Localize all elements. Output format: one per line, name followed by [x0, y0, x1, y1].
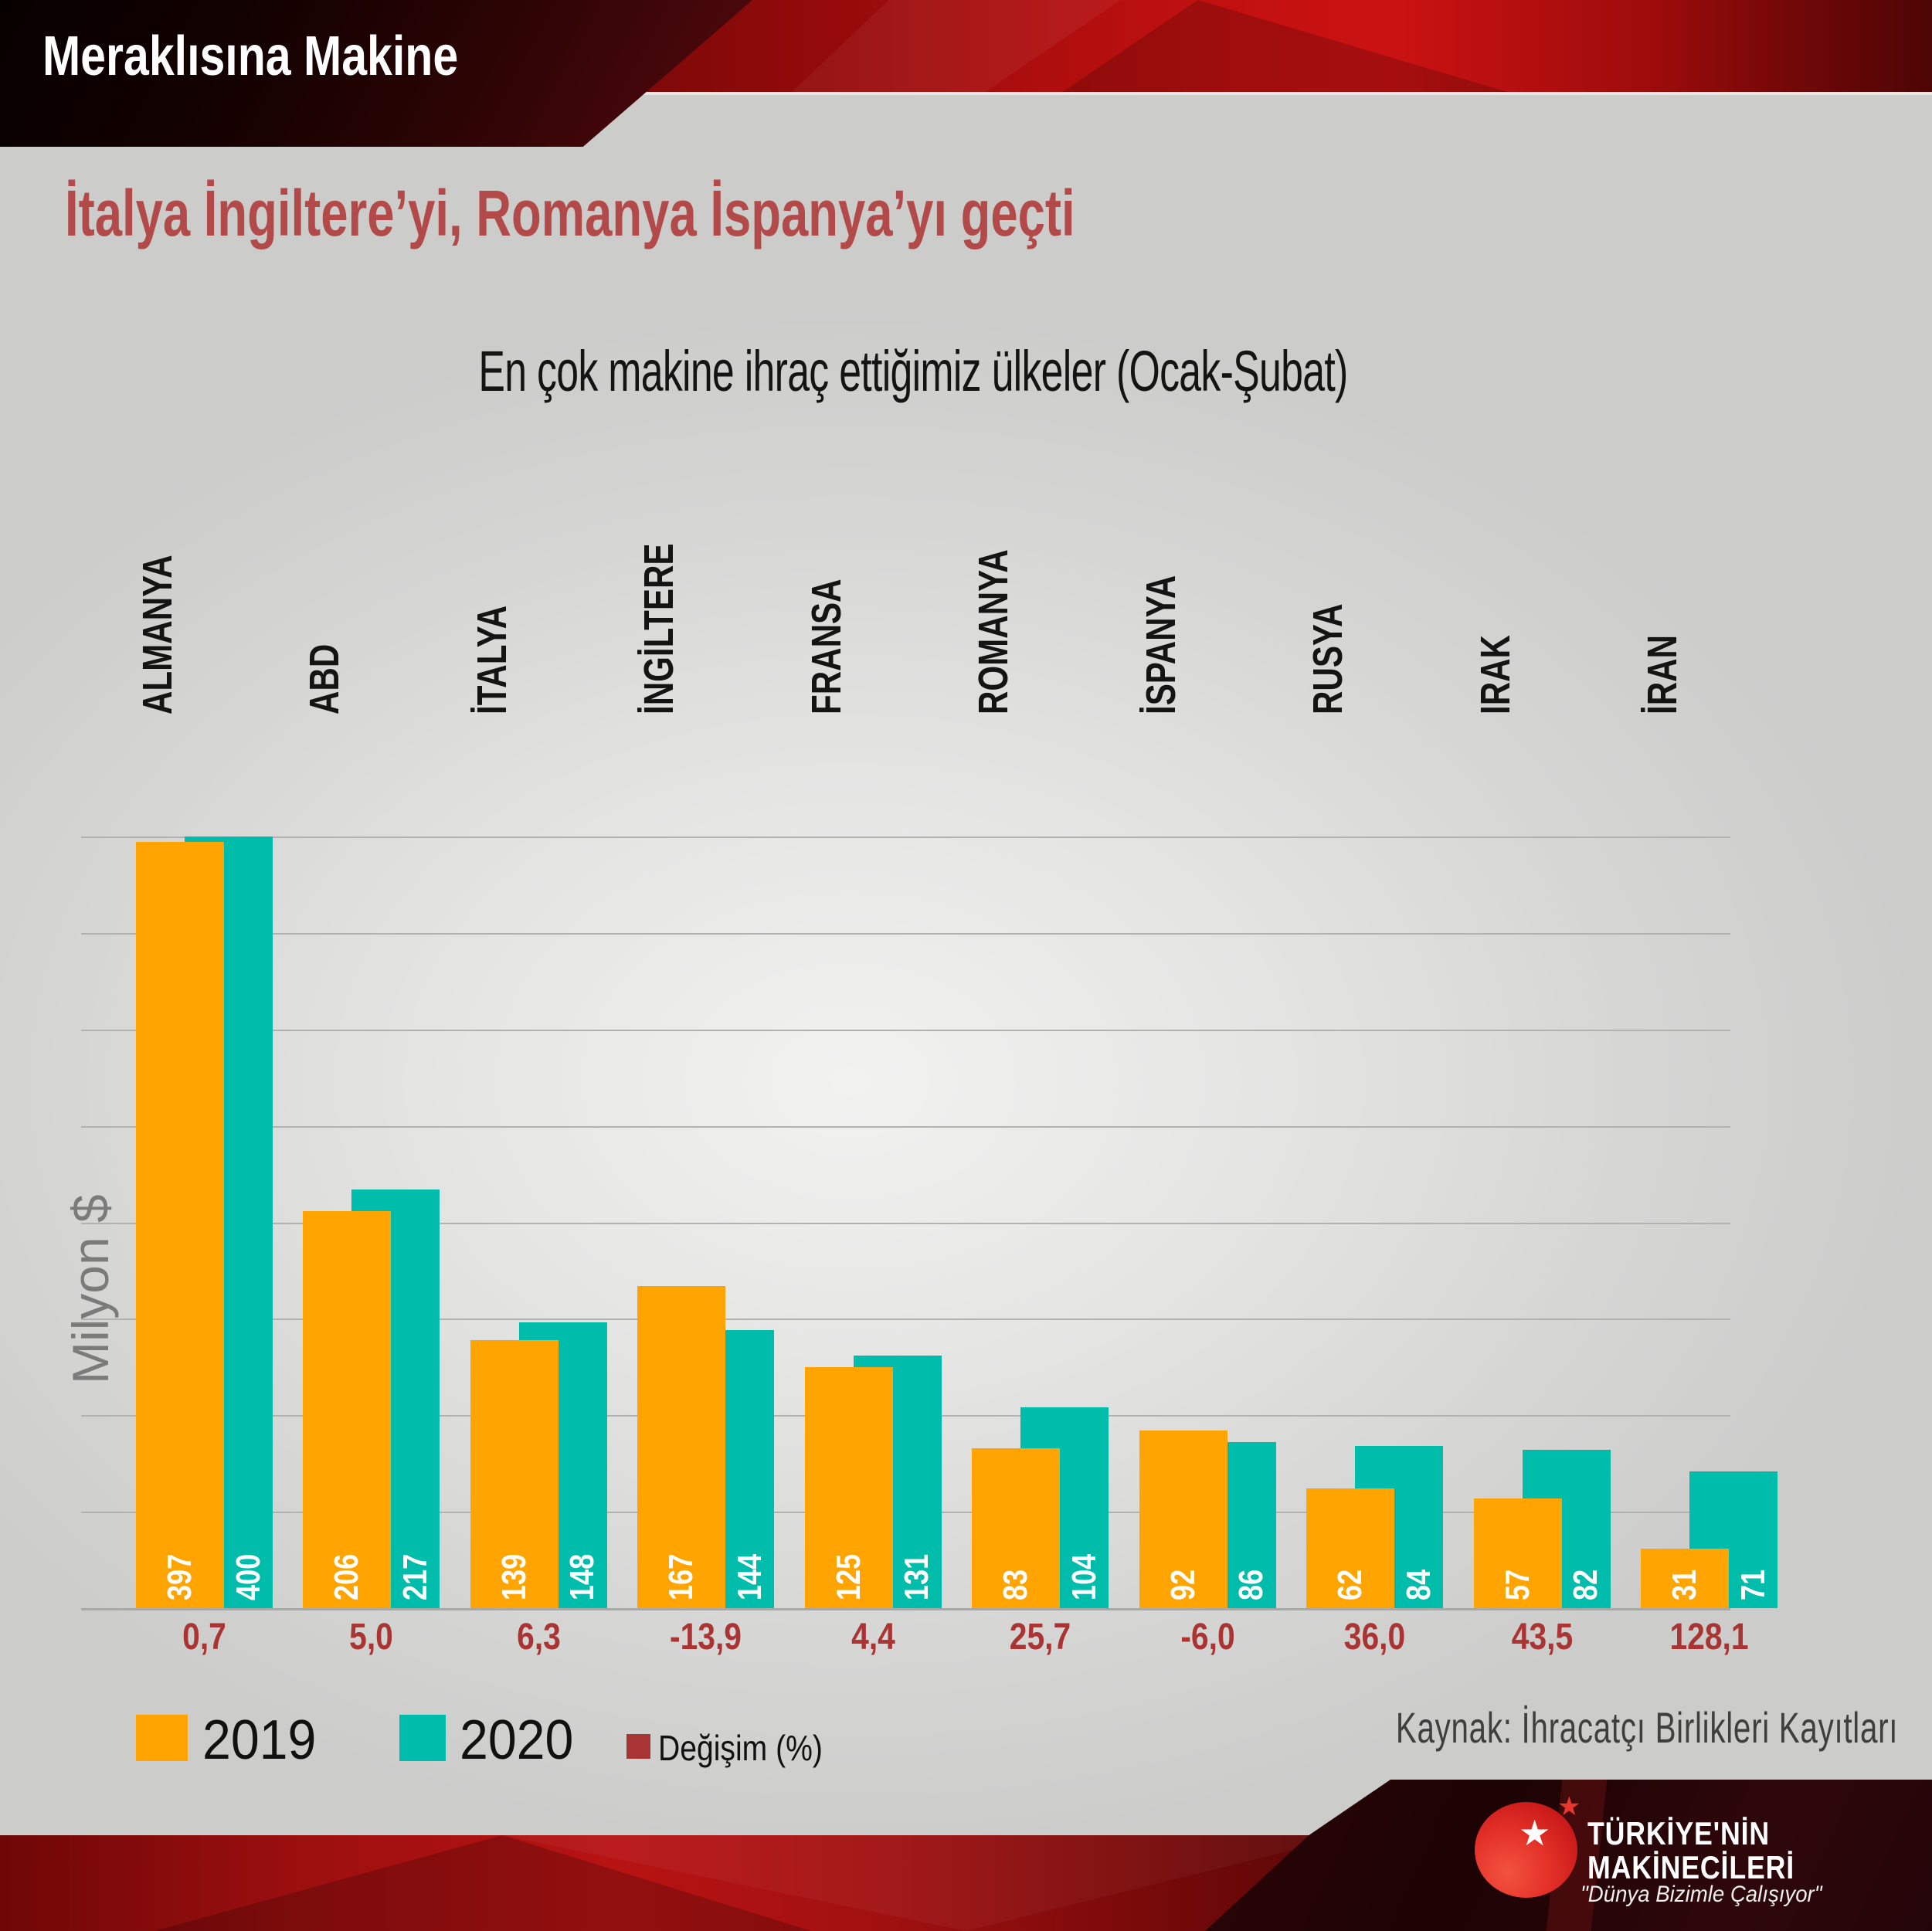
bar-value-2020: 71	[1733, 1569, 1772, 1600]
category-label: ABD	[301, 643, 348, 714]
category-label: IRAK	[1472, 635, 1519, 714]
bar-value-2020: 144	[730, 1553, 769, 1600]
bar-value-2019: 92	[1163, 1569, 1202, 1600]
category-label: İRAN	[1639, 635, 1686, 714]
gridline	[81, 932, 1730, 935]
change-value-label: 5,0	[349, 1617, 394, 1658]
bar-value-2019: 397	[161, 1553, 199, 1600]
legend-label-2020: 2020	[460, 1709, 574, 1771]
brand-tagline: "Dünya Bizimle Çalışıyor"	[1581, 1882, 1822, 1907]
brand-name-line1: TÜRKİYE'NİN	[1587, 1815, 1771, 1851]
bar-2019	[637, 1285, 726, 1608]
bar-2019	[1473, 1498, 1562, 1608]
legend-label-change: Değişim (%)	[658, 1728, 823, 1768]
category-label: RUSYA	[1305, 603, 1352, 714]
gridline	[81, 1222, 1730, 1224]
category-label: İSPANYA	[1137, 575, 1184, 714]
header-band-edge	[0, 92, 1932, 95]
change-value-label: 4,4	[851, 1617, 895, 1658]
change-value-label: 6,3	[517, 1617, 561, 1658]
change-value-label: 25,7	[1010, 1617, 1071, 1658]
bar-2019	[1306, 1488, 1395, 1608]
gridline	[81, 837, 1730, 838]
change-value-label: 43,5	[1511, 1617, 1573, 1658]
bar-2019	[804, 1366, 893, 1608]
bar-value-2020: 84	[1399, 1569, 1438, 1600]
category-label: FRANSA	[803, 579, 850, 715]
change-value-label: 36,0	[1343, 1617, 1406, 1658]
bar-2019	[972, 1447, 1061, 1608]
bar-value-2019: 31	[1665, 1569, 1704, 1600]
gridline	[81, 1125, 1730, 1128]
bar-value-2019: 139	[494, 1553, 533, 1600]
category-label: İTALYA	[468, 605, 515, 714]
category-label: İNGİLTERE	[636, 543, 683, 714]
bar-2019	[470, 1339, 559, 1608]
bar-value-2019: 57	[1498, 1569, 1536, 1600]
bar-value-2019: 167	[662, 1553, 701, 1600]
bar-value-2020: 400	[229, 1553, 267, 1600]
change-value-label: -13,9	[670, 1617, 742, 1658]
bar-value-2020: 217	[396, 1553, 434, 1600]
gridline	[81, 1029, 1730, 1031]
change-value-label: 128,1	[1669, 1617, 1749, 1658]
logo-circle	[1475, 1802, 1577, 1898]
bar-value-2019: 206	[328, 1553, 366, 1600]
bar-value-2020: 82	[1567, 1569, 1605, 1600]
bar-value-2020: 148	[563, 1553, 602, 1600]
bar-2019	[136, 842, 224, 1608]
bar-value-2020: 131	[898, 1553, 936, 1600]
bar-value-2020: 104	[1064, 1553, 1103, 1600]
change-value-label: 0,7	[182, 1617, 226, 1658]
legend-swatch-2020	[399, 1715, 446, 1761]
category-label: ROMANYA	[970, 549, 1017, 714]
brand-name-line2: MAKİNECİLERİ	[1587, 1849, 1795, 1885]
bar-value-2020: 86	[1232, 1569, 1271, 1600]
legend-swatch-2019	[136, 1715, 188, 1761]
bar-value-2019: 125	[829, 1553, 868, 1600]
logo-small-star-icon: ★	[1557, 1792, 1581, 1821]
bar-2019	[303, 1210, 392, 1608]
legend-swatch-change	[626, 1734, 650, 1759]
bar-2019	[1641, 1548, 1730, 1608]
chart-title: En çok makine ihraç ettiğimiz ülkeler (O…	[478, 339, 1348, 403]
bar-value-2019: 62	[1331, 1569, 1370, 1600]
change-value-label: -6,0	[1180, 1617, 1235, 1658]
legend-label-2019: 2019	[202, 1709, 317, 1771]
logo-star-icon: ★	[1519, 1813, 1551, 1853]
bar-value-2019: 83	[997, 1569, 1035, 1600]
app-title: Meraklısına Makine	[42, 25, 459, 87]
source-note: Kaynak: İhracatçı Birlikleri Kayıtları	[1395, 1703, 1898, 1752]
category-label: ALMANYA	[134, 555, 181, 714]
bar-2019	[1139, 1430, 1227, 1608]
headline: İtalya İngiltere’yi, Romanya İspanya’yı …	[65, 177, 1075, 249]
x-axis-baseline	[81, 1608, 1730, 1610]
gridline	[81, 1318, 1730, 1321]
